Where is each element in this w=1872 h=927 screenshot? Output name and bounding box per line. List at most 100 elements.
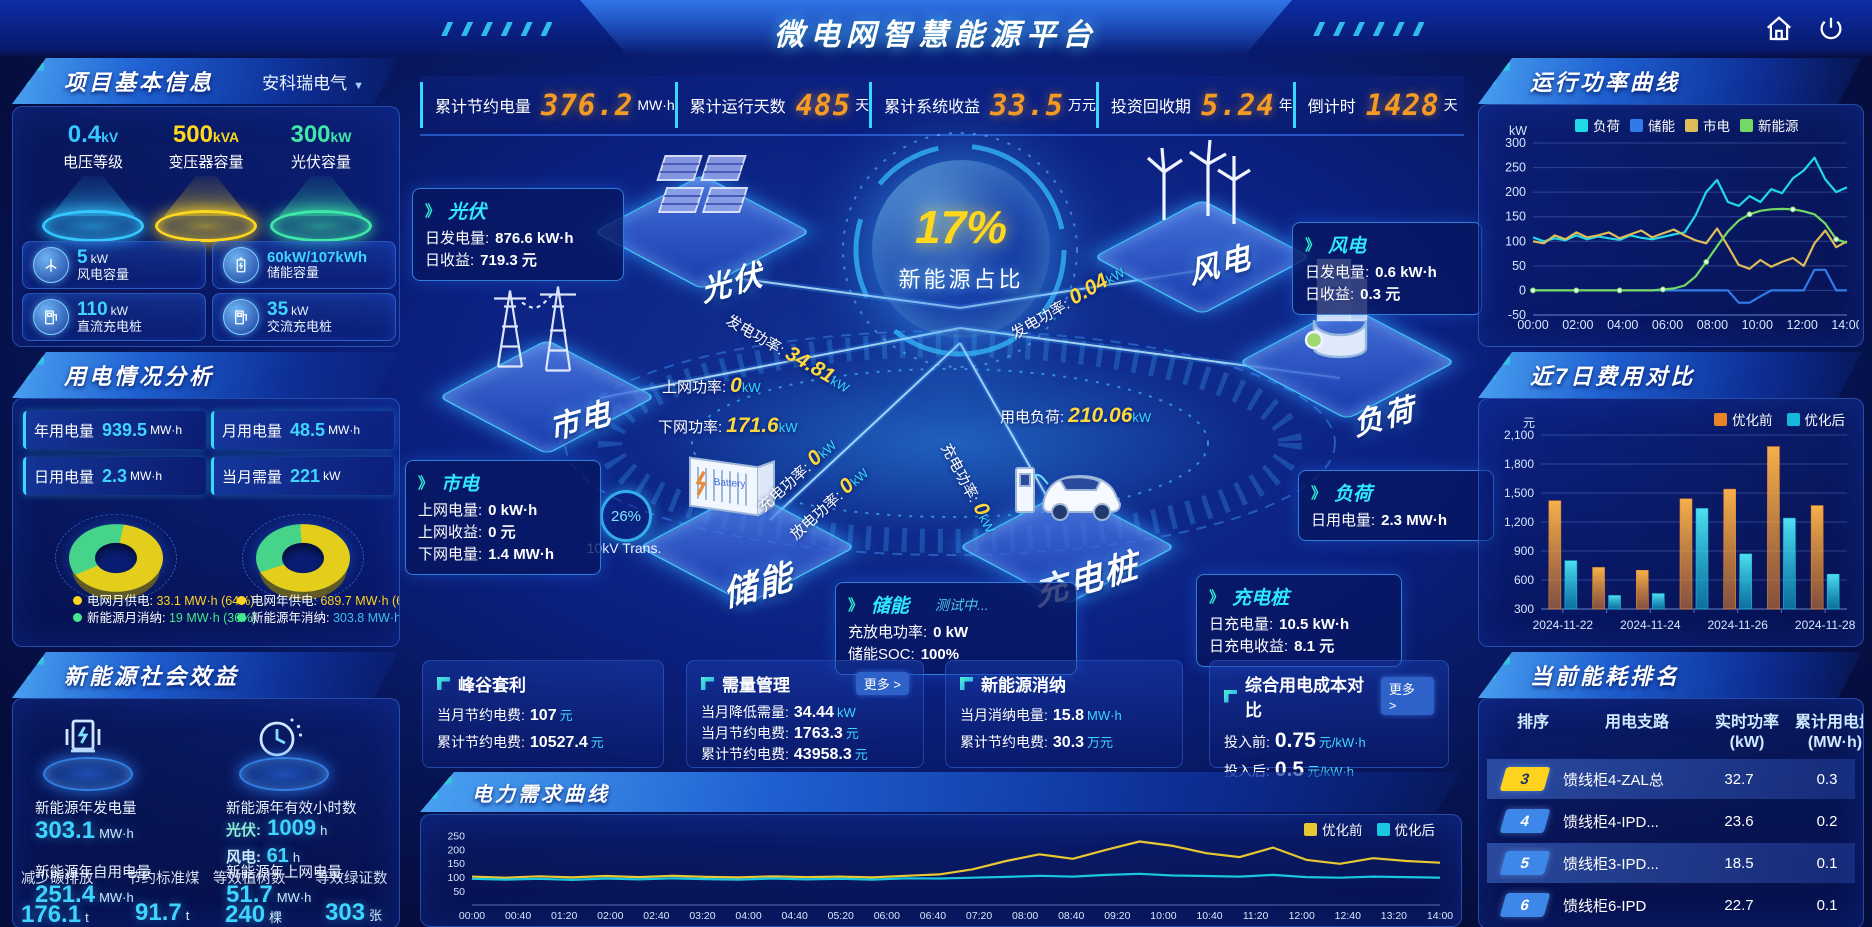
card-renewable-absorb: 新能源消纳 当月消纳电量: 15.8 MW·h 累计节约电费: 30.3 万元: [945, 660, 1183, 768]
legend-item[interactable]: 新能源: [1740, 115, 1799, 135]
svg-text:100: 100: [1505, 234, 1526, 248]
panel-corner-icon: [22, 63, 44, 85]
grid-info-box: 》市电 上网电量: 0 kW·h 上网收益: 0 元 下网电量: 1.4 MW·h: [405, 460, 601, 575]
kpi-payback: 投资回收期 5.24 年: [1095, 82, 1293, 128]
svg-text:1,200: 1,200: [1504, 515, 1534, 529]
svg-text:250: 250: [1505, 161, 1526, 175]
svg-text:元: 元: [1523, 416, 1535, 430]
svg-text:12:40: 12:40: [1335, 910, 1361, 922]
table-row[interactable]: 5 馈线柜3-IPD... 18.5 0.1: [1487, 843, 1855, 883]
panel-ranking-header: 当前能耗排名: [1478, 652, 1862, 698]
charger-info-box: 》充电桩 日充电量: 10.5 kW·h 日充电收益: 8.1 元: [1196, 574, 1402, 667]
svg-text:01:20: 01:20: [551, 910, 577, 922]
transformer-load-ring: 26%: [600, 490, 652, 542]
power-icon[interactable]: [1816, 14, 1846, 49]
year-energy-donut: [242, 514, 364, 602]
chevron-down-icon: ▼: [353, 79, 364, 92]
charger-icon: [223, 299, 259, 335]
svg-text:300: 300: [1505, 136, 1526, 150]
flow-grid-power: 下网功率: 171.6kW: [658, 414, 798, 437]
cone-transformer: 500kVA 变压器容量: [144, 121, 268, 242]
power-tower-icon: [470, 270, 600, 380]
svg-text:00:40: 00:40: [505, 910, 531, 922]
stat-wind-capacity: 5 kW 风电容量: [22, 241, 206, 289]
panel-ranking-title: 当前能耗排名: [1530, 664, 1681, 689]
svg-text:2024-11-26: 2024-11-26: [1707, 618, 1768, 632]
legend-item[interactable]: 市电: [1685, 115, 1730, 135]
svg-text:07:20: 07:20: [966, 910, 992, 922]
table-row[interactable]: 6 馈线柜6-IPD 22.7 0.1: [1487, 885, 1855, 925]
panel-benefit-header: 新能源社会效益: [12, 652, 398, 698]
ranking-table-header: 排序 用电支路 实时功率(kW) 累计用电量(MW·h): [1516, 714, 1863, 751]
svg-text:00:00: 00:00: [459, 910, 485, 922]
self-use-value: 251.4 MW·h: [35, 881, 134, 908]
svg-text:2024-11-28: 2024-11-28: [1795, 618, 1856, 632]
stat-ac-charger: 35 kW 交流充电桩: [212, 293, 396, 341]
svg-text:2,100: 2,100: [1504, 428, 1534, 442]
kpi-revenue: 累计系统收益 33.5 万元: [869, 82, 1096, 128]
cone-voltage: 0.4kV 电压等级: [31, 121, 155, 242]
legend-item[interactable]: 优化后: [1786, 409, 1845, 429]
company-selector[interactable]: 安科瑞电气 ▼: [262, 73, 364, 93]
svg-text:300: 300: [1514, 602, 1534, 616]
svg-text:12:00: 12:00: [1289, 910, 1315, 922]
wind-info-box: 》风电 日发电量: 0.6 kW·h 日收益: 0.3 元: [1292, 222, 1482, 315]
home-icon[interactable]: [1764, 14, 1794, 49]
panel-corner-icon: [22, 657, 44, 679]
carbon-value: 176.1 t: [21, 901, 89, 927]
stat-day-usage: 日用电量 2.3 MW·h: [23, 457, 206, 495]
svg-text:50: 50: [453, 886, 465, 898]
stat-storage-capacity: 60kW/107kWh 储能容量: [212, 241, 396, 289]
legend-item[interactable]: 优化后: [1376, 819, 1435, 839]
panel-project-info-header: 项目基本信息 安科瑞电气 ▼: [12, 58, 398, 104]
renewable-share-value: 17%: [914, 201, 1008, 253]
svg-text:08:00: 08:00: [1697, 318, 1728, 332]
card-corner-icon: [1224, 689, 1237, 703]
demand-legend: 优化前 优化后: [1304, 819, 1435, 839]
svg-text:14:00: 14:00: [1831, 318, 1859, 332]
svg-text:kW: kW: [1509, 124, 1527, 138]
renewable-share-label: 新能源占比: [898, 267, 1024, 292]
legend-item[interactable]: 优化前: [1304, 819, 1363, 839]
ev-car-icon: [1000, 448, 1130, 533]
svg-text:00:00: 00:00: [1517, 318, 1548, 332]
tree-value: 240 棵: [225, 901, 283, 927]
more-button[interactable]: 更多 >: [1380, 677, 1434, 715]
panel-demand-header: 电力需求曲线: [420, 772, 1460, 812]
legend-item[interactable]: 优化前: [1714, 409, 1773, 429]
feed-in-label: 新能源年上网电量: [226, 865, 342, 881]
legend-item[interactable]: 储能: [1630, 115, 1675, 135]
tree-label: 等效植树数: [213, 871, 286, 887]
battery-container-icon: Battery: [678, 448, 788, 537]
more-button[interactable]: 更多 >: [855, 672, 909, 695]
svg-text:10:00: 10:00: [1150, 910, 1176, 922]
legend-item[interactable]: 负荷: [1575, 115, 1620, 135]
panel-power-curve-title: 运行功率曲线: [1530, 70, 1681, 95]
donut-legend-month: 电网月供电: 33.1 MW·h (64%) 新能源月消纳: 19 MW·h (…: [73, 593, 257, 627]
hours-label: 新能源年有效小时数: [226, 801, 357, 817]
table-row[interactable]: 3 馈线柜4-ZAL总 32.7 0.3: [1487, 759, 1855, 799]
panel-corner-icon: [1488, 63, 1510, 85]
svg-text:2024-11-22: 2024-11-22: [1533, 618, 1594, 632]
cert-value: 303 张: [325, 899, 383, 926]
svg-text:1,800: 1,800: [1504, 457, 1534, 471]
svg-text:50: 50: [1512, 259, 1526, 273]
stat-year-usage: 年用电量 939.5 MW·h: [23, 411, 206, 449]
carbon-label: 减少碳排放: [21, 871, 94, 887]
panel-corner-icon: [430, 777, 452, 799]
chevron-icon: 》: [418, 475, 434, 492]
stat-month-usage: 月用电量 48.5 MW·h: [211, 411, 394, 449]
transformer-label: 10kV Trans.: [586, 540, 662, 556]
charger-icon: [33, 299, 69, 335]
coal-value: 91.7 t: [135, 899, 190, 926]
panel-project-info-body: 0.4kV 电压等级 500kVA 变压器容量 300kW 光伏容量 5 kW 风电…: [12, 106, 400, 347]
panel-usage-title: 用电情况分析: [64, 364, 215, 389]
panel-cost-title: 近7日费用对比: [1530, 364, 1696, 389]
donut-legend-year: 电网年供电: 689.7 MW·h (69%) 新能源年消纳: 303.8 MW…: [237, 593, 399, 627]
pv-hours: 光伏: 1009 h: [226, 815, 328, 840]
kpi-run-days: 累计运行天数 485 天: [674, 82, 869, 128]
demand-curve-chart: 250 200 150 100 50 kW 00:00 00:40 01:20 02:00 02:4…: [447, 819, 1453, 922]
title-decoration-left: [440, 22, 560, 36]
table-row[interactable]: 4 馈线柜4-IPD... 23.6 0.2: [1487, 801, 1855, 841]
